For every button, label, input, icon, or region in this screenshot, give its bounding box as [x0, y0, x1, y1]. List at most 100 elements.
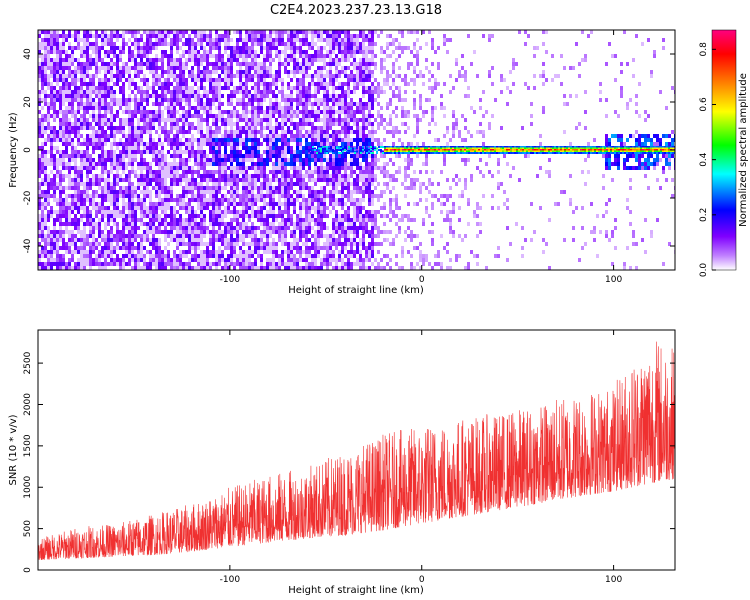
heatmap-cell — [113, 262, 116, 266]
heatmap-cell — [338, 34, 341, 38]
heatmap-cell — [167, 138, 170, 142]
heatmap-cell — [251, 34, 254, 38]
heatmap-cell — [134, 38, 137, 42]
heatmap-cell — [86, 126, 89, 130]
heatmap-cell — [56, 114, 59, 118]
heatmap-cell — [161, 154, 164, 158]
heatmap-cell — [227, 258, 230, 262]
heatmap-cell — [164, 82, 167, 86]
heatmap-cell — [74, 202, 77, 206]
heatmap-cell — [53, 242, 56, 246]
heatmap-cell — [224, 50, 227, 54]
heatmap-cell — [233, 122, 236, 126]
heatmap-cell — [326, 106, 329, 110]
heatmap-cell — [203, 254, 206, 258]
heatmap-cell — [335, 178, 338, 182]
heatmap-cell — [329, 94, 332, 98]
heatmap-cell — [281, 126, 284, 130]
heatmap-cell — [59, 70, 62, 74]
heatmap-cell — [215, 230, 218, 234]
heatmap-cell — [218, 226, 221, 230]
heatmap-cell — [347, 118, 350, 122]
heatmap-cell — [65, 38, 68, 42]
heatmap-cell — [188, 218, 191, 222]
heatmap-cell — [203, 194, 206, 198]
heatmap-cell — [41, 90, 44, 94]
heatmap-cell — [215, 42, 218, 46]
heatmap-cell — [173, 222, 176, 226]
heatmap-cell — [242, 70, 245, 74]
heatmap-cell — [221, 210, 224, 214]
heatmap-cell — [134, 234, 137, 238]
heatmap-cell — [119, 74, 122, 78]
heatmap-cell — [152, 146, 155, 150]
heatmap-cell — [140, 78, 143, 82]
heatmap-cell — [143, 262, 146, 266]
heatmap-cell — [188, 266, 191, 270]
heatmap-cell — [71, 258, 74, 262]
heatmap-cell — [86, 118, 89, 122]
heatmap-cell — [251, 174, 254, 178]
heatmap-cell — [101, 254, 104, 258]
heatmap-cell — [323, 234, 326, 238]
heatmap-cell — [230, 138, 233, 142]
heatmap-cell — [80, 102, 83, 106]
heatmap-cell — [83, 258, 86, 262]
heatmap-cell — [74, 194, 77, 198]
heatmap-cell — [335, 70, 338, 74]
heatmap-cell — [101, 94, 104, 98]
heatmap-cell — [110, 182, 113, 186]
heatmap-cell — [188, 166, 191, 170]
heatmap-cell — [47, 54, 50, 58]
heatmap-cell — [191, 86, 194, 90]
heatmap-cell — [56, 238, 59, 242]
heatmap-cell — [221, 38, 224, 42]
heatmap-cell — [38, 206, 41, 210]
heatmap-cell — [293, 50, 296, 54]
heatmap-cell — [137, 106, 140, 110]
heatmap-cell — [308, 146, 311, 150]
heatmap-cell — [152, 42, 155, 46]
heatmap-cell — [149, 262, 152, 266]
heatmap-cell — [236, 210, 239, 214]
heatmap-cell — [155, 194, 158, 198]
heatmap-cell — [167, 174, 170, 178]
heatmap-cell — [83, 234, 86, 238]
heatmap-cell — [116, 38, 119, 42]
heatmap-cell — [305, 62, 308, 66]
heatmap-cell — [347, 110, 350, 114]
heatmap-cell — [158, 214, 161, 218]
heatmap-cell — [194, 250, 197, 254]
heatmap-cell — [251, 98, 254, 102]
heatmap-cell — [71, 74, 74, 78]
heatmap-cell — [95, 106, 98, 110]
heatmap-cell — [68, 74, 71, 78]
heatmap-cell — [146, 126, 149, 130]
heatmap-cell — [191, 210, 194, 214]
heatmap-cell — [62, 254, 65, 258]
heatmap-cell — [110, 78, 113, 82]
heatmap-cell — [128, 146, 131, 150]
heatmap-cell — [242, 118, 245, 122]
heatmap-cell — [146, 42, 149, 46]
heatmap-cell — [62, 142, 65, 146]
heatmap-cell — [98, 110, 101, 114]
heatmap-cell — [170, 46, 173, 50]
heatmap-cell — [248, 174, 251, 178]
heatmap-cell — [344, 42, 347, 46]
heatmap-cell — [191, 166, 194, 170]
heatmap-cell — [239, 250, 242, 254]
heatmap-cell — [101, 38, 104, 42]
heatmap-cell — [290, 50, 293, 54]
heatmap-cell — [200, 122, 203, 126]
heatmap-cell — [110, 90, 113, 94]
heatmap-cell — [296, 102, 299, 106]
heatmap-cell — [257, 90, 260, 94]
heatmap-cell — [233, 190, 236, 194]
heatmap-cell — [161, 74, 164, 78]
heatmap-cell — [296, 238, 299, 242]
heatmap-cell — [341, 46, 344, 50]
heatmap-cell — [134, 74, 137, 78]
heatmap-cell — [110, 190, 113, 194]
heatmap-cell — [335, 202, 338, 206]
